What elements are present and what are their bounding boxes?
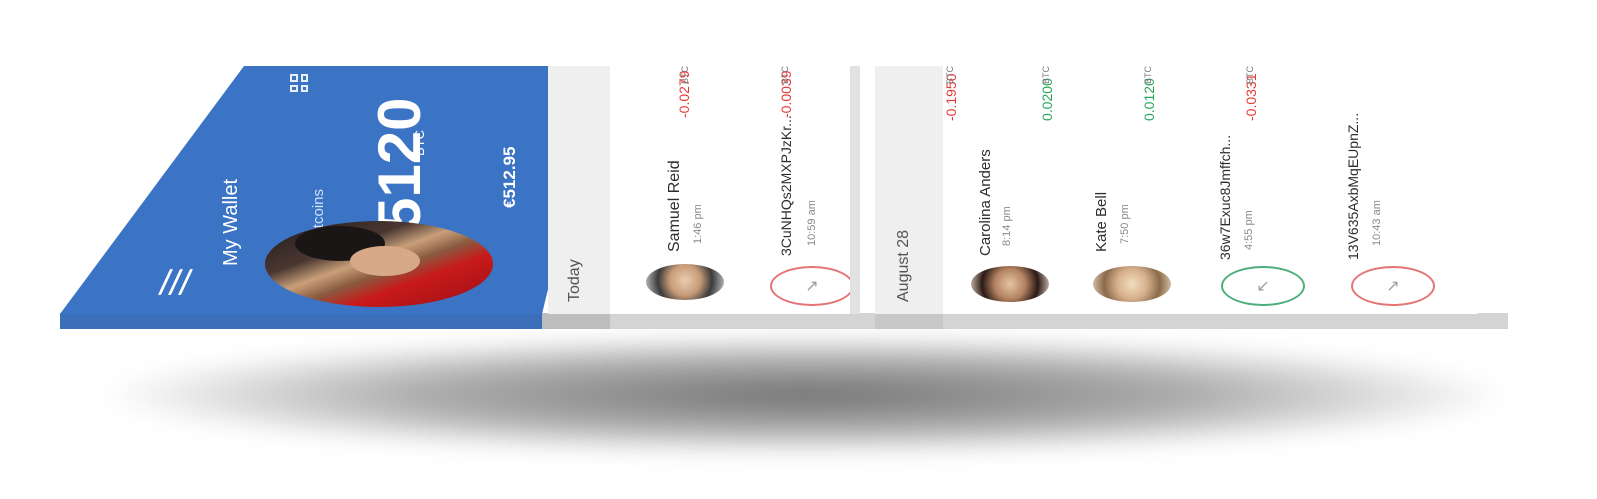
sent-arrow-icon: ↗ bbox=[770, 266, 854, 306]
avatar bbox=[971, 266, 1049, 302]
transaction-address: 3CuNHQs2MXPJzKr... bbox=[778, 115, 794, 256]
amount-unit: BTC bbox=[1041, 66, 1051, 84]
avatar bbox=[646, 264, 724, 300]
transaction-address: 13V635AxbMqEUpnZ... bbox=[1345, 112, 1361, 260]
fiat-value: €512.95 bbox=[500, 146, 519, 208]
amount-unit: BTC bbox=[780, 66, 790, 84]
transaction-address: 36w7Exuc8Jmffch... bbox=[1217, 134, 1233, 260]
wallet-title: My Wallet bbox=[220, 178, 242, 266]
transaction-amount: 0.0120 bbox=[1141, 78, 1157, 121]
profile-avatar[interactable] bbox=[265, 221, 493, 307]
transaction-name: Samuel Reid bbox=[666, 160, 683, 252]
transaction-time: 7:50 pm bbox=[1119, 204, 1131, 244]
balance-unit: BTC bbox=[412, 130, 427, 156]
section-label: August 28 bbox=[895, 229, 912, 302]
transaction-time: 10:59 am bbox=[806, 200, 818, 246]
avatar bbox=[1093, 266, 1171, 302]
section-label: Today bbox=[566, 259, 583, 302]
sent-arrow-icon: ↗ bbox=[1351, 266, 1435, 306]
device-edge-today bbox=[542, 313, 610, 329]
section-header-today: Today bbox=[548, 66, 610, 314]
received-arrow-icon: ↙ bbox=[1221, 266, 1305, 306]
section-header-august-28: August 28 bbox=[875, 66, 943, 314]
transaction-time: 1:46 pm bbox=[692, 204, 704, 244]
today-transactions: Samuel Reid 1:46 pm -0.0279 BTC ↗ 3CuNHQ… bbox=[610, 66, 854, 314]
transaction-amount: 0.0200 bbox=[1039, 78, 1055, 121]
transaction-time: 4:55 pm bbox=[1243, 210, 1255, 250]
divider bbox=[850, 66, 860, 314]
transaction-time: 10:43 am bbox=[1371, 200, 1383, 246]
device-edge-header bbox=[60, 313, 542, 329]
transaction-time: 8:14 pm bbox=[1001, 206, 1013, 246]
device-edge-august bbox=[875, 313, 943, 329]
amount-unit: BTC bbox=[1143, 66, 1153, 84]
amount-unit: BTC bbox=[945, 66, 955, 84]
floor-shadow bbox=[110, 335, 1500, 455]
hamburger-menu-icon[interactable] bbox=[154, 269, 198, 295]
amount-unit: BTC bbox=[1245, 66, 1255, 84]
transaction-name: Carolina Anders bbox=[977, 149, 994, 256]
wallet-header: My Wallet Your Bitcoins 2.5120 BTC €512.… bbox=[60, 66, 602, 314]
amount-unit: BTC bbox=[680, 66, 690, 84]
qr-code-icon[interactable] bbox=[290, 74, 308, 92]
august-transactions: Carolina Anders 8:14 pm -0.1950 BTC Kate… bbox=[943, 66, 1478, 314]
transaction-name: Kate Bell bbox=[1093, 191, 1110, 252]
